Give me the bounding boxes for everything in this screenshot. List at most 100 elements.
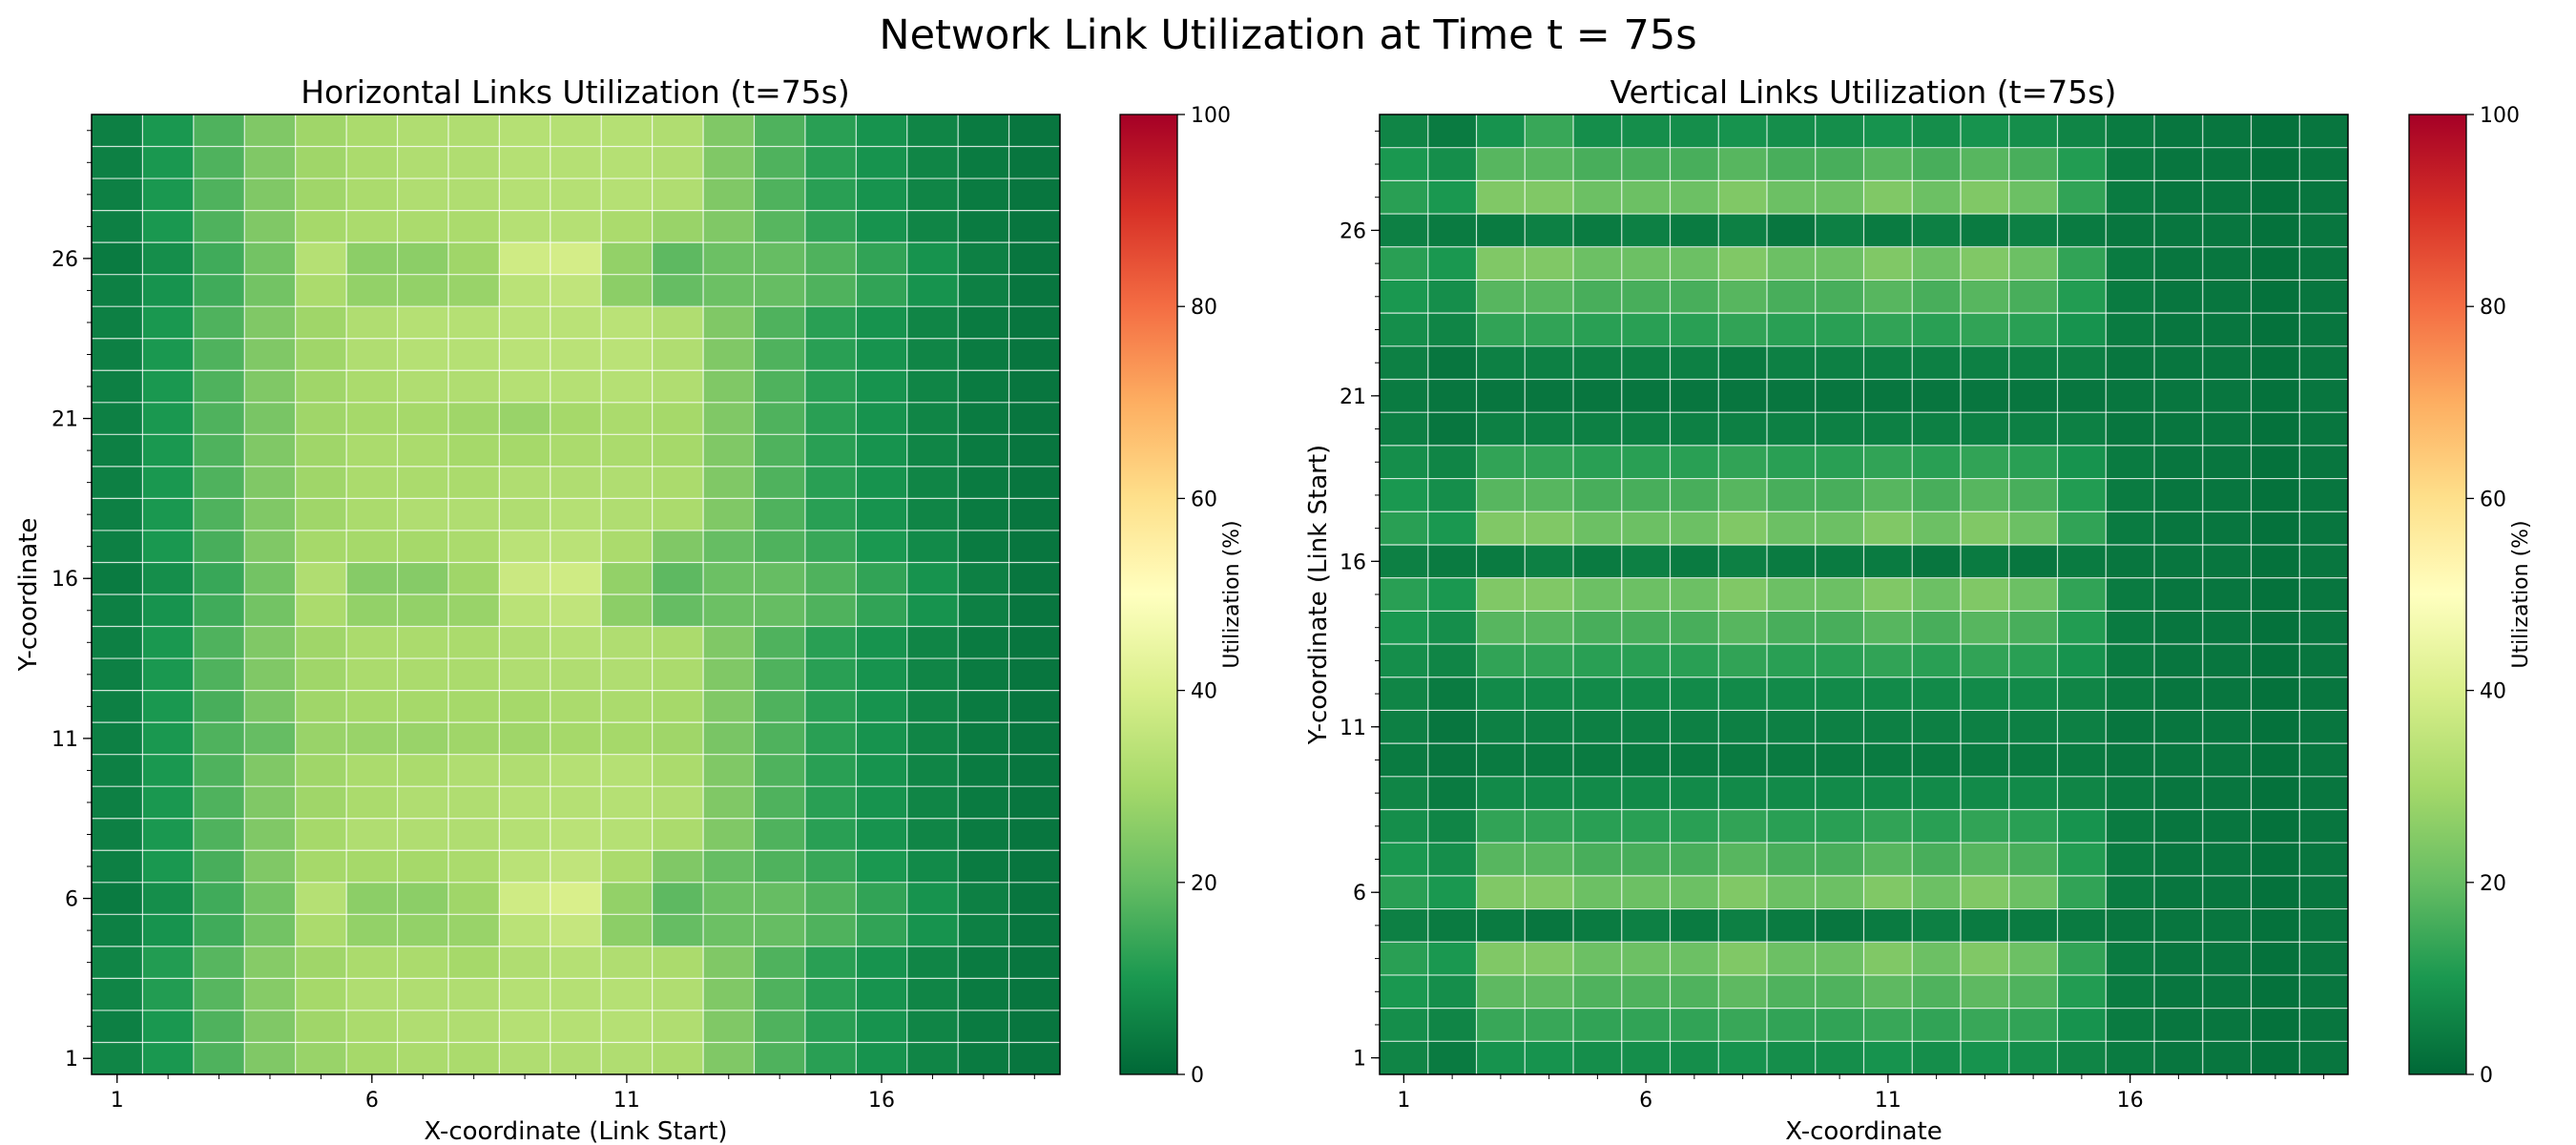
- heatmap-cell: [1573, 544, 1623, 579]
- heatmap-cell: [1525, 147, 1574, 181]
- heatmap-cell: [92, 1042, 143, 1075]
- heatmap-cell: [601, 562, 654, 595]
- heatmap-cell: [550, 594, 602, 628]
- heatmap-cell: [447, 722, 500, 756]
- heatmap-cell: [1815, 412, 1864, 447]
- heatmap-cell: [2251, 942, 2300, 976]
- heatmap-cell: [601, 530, 654, 563]
- heatmap-cell: [550, 242, 602, 276]
- heatmap-cell: [2202, 908, 2252, 943]
- heatmap-cell: [499, 818, 551, 851]
- heatmap-cell: [142, 658, 195, 692]
- heatmap-cell: [1621, 345, 1671, 381]
- heatmap-cell: [1670, 809, 1719, 843]
- heatmap-cell: [1961, 280, 2010, 314]
- heatmap-cell: [244, 498, 297, 531]
- heatmap-cell: [193, 370, 245, 404]
- heatmap-cell: [804, 434, 857, 468]
- heatmap-cell: [703, 914, 755, 947]
- heatmap-cell: [2202, 511, 2252, 546]
- heatmap-cell: [1912, 412, 1962, 447]
- heatmap-cell: [906, 562, 959, 595]
- heatmap-cell: [550, 1010, 602, 1043]
- heatmap-cell: [804, 530, 857, 563]
- heatmap-cell: [1961, 1041, 2010, 1075]
- heatmap-cell: [550, 370, 602, 404]
- heatmap-cell: [804, 786, 857, 820]
- heatmap-cell: [601, 1010, 654, 1043]
- heatmap-cell: [2251, 1041, 2300, 1075]
- heatmap-cell: [1525, 1041, 1574, 1075]
- heatmap-cell: [1961, 710, 2010, 744]
- heatmap-cell: [856, 978, 908, 1011]
- heatmap-cell: [2057, 345, 2107, 381]
- heatmap-cell: [142, 850, 195, 884]
- heatmap-cell: [2057, 478, 2107, 512]
- heatmap-cell: [2202, 445, 2252, 480]
- heatmap-cell: [193, 818, 245, 851]
- heatmap-cell: [1718, 974, 1768, 1010]
- heatmap-cell: [1573, 776, 1623, 810]
- heatmap-cell: [1912, 677, 1962, 711]
- heatmap-cell: [1767, 710, 1817, 744]
- heatmap-cell: [1912, 246, 1962, 281]
- heatmap-cell: [2299, 280, 2349, 314]
- heatmap-cell: [906, 786, 959, 820]
- heatmap-cell: [1718, 942, 1768, 976]
- heatmap-cell: [1718, 478, 1768, 512]
- heatmap-cell: [804, 626, 857, 659]
- heatmap-cell: [1008, 402, 1061, 435]
- heatmap-cell: [244, 242, 297, 276]
- heatmap-cell: [2251, 511, 2300, 546]
- heatmap-cell: [2008, 1041, 2058, 1075]
- heatmap-cell: [1767, 776, 1817, 810]
- heatmap-cell: [652, 850, 704, 884]
- heatmap-cell: [92, 818, 143, 851]
- heatmap-cell: [703, 562, 755, 595]
- heatmap-cell: [1476, 246, 1526, 281]
- heatmap-cell: [652, 1042, 704, 1075]
- heatmap-cell: [193, 978, 245, 1011]
- heatmap-cell: [397, 434, 449, 468]
- heatmap-cell: [601, 434, 654, 468]
- heatmap-cell: [703, 530, 755, 563]
- heatmap-cell: [652, 498, 704, 531]
- colorbar-tick-label: 40: [2480, 680, 2506, 704]
- heatmap-cell: [754, 786, 806, 820]
- heatmap-cell: [142, 210, 195, 243]
- heatmap-cell: [92, 1010, 143, 1043]
- heatmap-cell: [193, 658, 245, 692]
- heatmap-cell: [244, 402, 297, 435]
- heatmap-cell: [703, 370, 755, 404]
- heatmap-cell: [958, 786, 1010, 820]
- heatmap-cell: [2106, 478, 2155, 512]
- heatmap-cell: [601, 882, 654, 915]
- heatmap-cell: [193, 274, 245, 307]
- heatmap-cell: [1670, 776, 1719, 810]
- heatmap-cell: [1863, 1041, 1913, 1075]
- heatmap-cell: [1767, 379, 1817, 413]
- heatmap-cell: [142, 978, 195, 1011]
- heatmap-cell: [754, 1010, 806, 1043]
- heatmap-cell: [295, 434, 347, 468]
- heatmap-cell: [2106, 147, 2155, 181]
- heatmap-cell: [652, 658, 704, 692]
- heatmap-cell: [92, 370, 143, 404]
- heatmap-cell: [1912, 313, 1962, 347]
- heatmap-cell: [295, 786, 347, 820]
- heatmap-cell: [2106, 313, 2155, 347]
- heatmap-cell: [2202, 776, 2252, 810]
- heatmap-cell: [958, 626, 1010, 659]
- heatmap-cell: [499, 658, 551, 692]
- heatmap-cell: [142, 1042, 195, 1075]
- heatmap-cell: [2057, 412, 2107, 447]
- heatmap-cell: [244, 370, 297, 404]
- heatmap-cell: [2106, 974, 2155, 1010]
- x-tick-label: 1: [1397, 1089, 1410, 1113]
- heatmap-cell: [92, 274, 143, 307]
- heatmap-cell: [1427, 743, 1477, 778]
- heatmap-cell: [1008, 626, 1061, 659]
- heatmap-cell: [1573, 677, 1623, 711]
- heatmap-cell: [1573, 280, 1623, 314]
